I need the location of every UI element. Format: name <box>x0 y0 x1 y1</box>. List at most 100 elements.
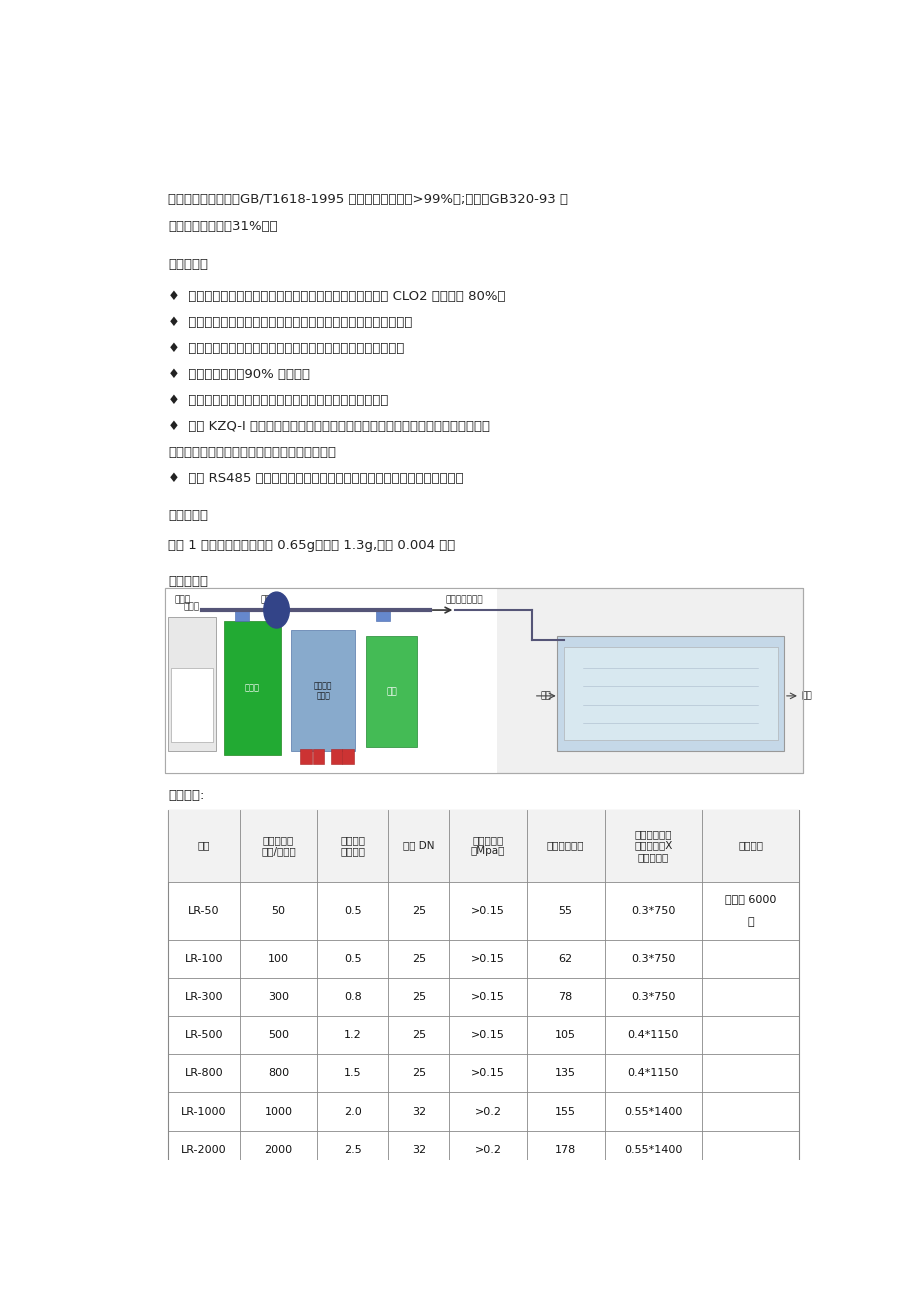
Text: 50: 50 <box>271 906 285 916</box>
Bar <box>165 588 802 774</box>
Text: LR-50: LR-50 <box>188 906 220 916</box>
Bar <box>168 618 216 751</box>
Text: 重量（公斤）: 重量（公斤） <box>546 840 584 851</box>
Text: 盐酸: 盐酸 <box>386 687 396 696</box>
Text: 62: 62 <box>558 954 573 964</box>
Bar <box>557 636 783 751</box>
Bar <box>342 749 354 764</box>
Text: 0.3*750: 0.3*750 <box>630 954 675 964</box>
Text: LR-100: LR-100 <box>185 954 223 964</box>
Text: >0.15: >0.15 <box>471 906 505 916</box>
Text: >0.15: >0.15 <box>471 1068 505 1079</box>
Text: 32: 32 <box>412 1144 425 1154</box>
Text: 25: 25 <box>412 1068 425 1079</box>
Text: 二氧化氯
发生器: 二氧化氯 发生器 <box>313 681 332 701</box>
Bar <box>168 809 799 882</box>
Text: ♦  设备内部的主机反应釜采用耐高温、耐腐蚀的进口复合材料。: ♦ 设备内部的主机反应釜采用耐高温、耐腐蚀的进口复合材料。 <box>168 341 404 354</box>
Text: 500: 500 <box>267 1031 289 1040</box>
Text: 0.55*1400: 0.55*1400 <box>623 1144 682 1154</box>
Text: 25: 25 <box>412 906 425 916</box>
Bar <box>563 648 777 740</box>
Text: >0.15: >0.15 <box>471 954 505 964</box>
Text: 有效氯产量
（克/小时）: 有效氯产量 （克/小时） <box>261 835 296 856</box>
Text: LR-2000: LR-2000 <box>181 1144 227 1154</box>
Text: 进水: 进水 <box>539 692 550 701</box>
Bar <box>312 749 324 764</box>
Text: 32: 32 <box>412 1106 425 1117</box>
Text: >0.2: >0.2 <box>474 1106 501 1117</box>
Bar <box>171 668 212 741</box>
Text: 0.4*1150: 0.4*1150 <box>627 1068 678 1079</box>
Text: 0.5: 0.5 <box>344 906 361 916</box>
Text: 25: 25 <box>412 954 425 964</box>
Text: 2.0: 2.0 <box>344 1106 361 1117</box>
Text: 1.2: 1.2 <box>344 1031 361 1040</box>
Text: 300: 300 <box>267 992 289 1002</box>
Bar <box>165 588 496 774</box>
Bar <box>165 588 802 774</box>
Text: 2000: 2000 <box>264 1144 292 1154</box>
Text: LR-1000: LR-1000 <box>181 1106 227 1117</box>
Text: 性能参数:: 性能参数: <box>168 790 205 803</box>
Text: 2.5: 2.5 <box>344 1144 361 1154</box>
Text: 性能特点：: 性能特点： <box>168 258 209 271</box>
Text: 工艺流程：: 工艺流程： <box>168 575 209 588</box>
Bar <box>291 631 355 751</box>
Bar <box>300 749 312 764</box>
Text: >0.2: >0.2 <box>474 1144 501 1154</box>
Text: 0.5: 0.5 <box>344 954 361 964</box>
Text: 化料器: 化料器 <box>184 602 199 611</box>
Text: ♦  采用 KZQ-I 型微电脑控制屏，可任意设定温度，适时显示测量温度，具备超温报: ♦ 采用 KZQ-I 型微电脑控制屏，可任意设定温度，适时显示测量温度，具备超温… <box>168 421 490 433</box>
Bar <box>376 610 390 622</box>
Text: 0.8: 0.8 <box>344 992 361 1002</box>
Text: >0.15: >0.15 <box>471 1031 505 1040</box>
Text: 原料消耗：: 原料消耗： <box>168 508 209 521</box>
Text: LR-300: LR-300 <box>185 992 223 1002</box>
Text: ♦  增加相应设备装置，与恒压供水等水处理工程实现联动。: ♦ 增加相应设备装置，与恒压供水等水处理工程实现联动。 <box>168 394 389 407</box>
Text: ♦  原料总转化率＞90% 能耗低。: ♦ 原料总转化率＞90% 能耗低。 <box>168 367 310 380</box>
Text: 800: 800 <box>267 1068 289 1079</box>
Text: 警、欠压、缺水、缺料、自动停机保护等功能。: 警、欠压、缺水、缺料、自动停机保护等功能。 <box>168 447 336 460</box>
Circle shape <box>264 592 289 628</box>
Text: 询价结果: 询价结果 <box>737 840 763 851</box>
Text: 使用原料：氯酸钓（GB/T1618-1995 工业一级品，含量>99%）;盐酸（GB320-93 工: 使用原料：氯酸钓（GB/T1618-1995 工业一级品，含量>99%）;盐酸（… <box>168 193 568 206</box>
Bar <box>223 622 280 754</box>
Bar <box>168 809 799 1169</box>
Text: 动力水压力
（Mpa）: 动力水压力 （Mpa） <box>471 835 505 856</box>
Text: 0.3*750: 0.3*750 <box>630 992 675 1002</box>
Text: 业一级品，浓度＞31%）。: 业一级品，浓度＞31%）。 <box>168 220 278 232</box>
Text: ♦  原料输送采用优质进口电磁隔膜计量泵，运行稳定，计量准确。: ♦ 原料输送采用优质进口电磁隔膜计量泵，运行稳定，计量准确。 <box>168 315 413 328</box>
Text: ♦  生产二氧化氯为主、氯气为辅的复合消毒剂，按有效氯计 CLO2 含量大于 80%。: ♦ 生产二氧化氯为主、氯气为辅的复合消毒剂，按有效氯计 CLO2 含量大于 80… <box>168 289 505 302</box>
Text: LR-800: LR-800 <box>185 1068 223 1079</box>
Text: 1.5: 1.5 <box>344 1068 361 1079</box>
Text: 动力水: 动力水 <box>175 595 190 605</box>
Text: 配电功率
（千瓦）: 配电功率 （千瓦） <box>340 835 365 856</box>
Text: 0.4*1150: 0.4*1150 <box>627 1031 678 1040</box>
Text: LR-500: LR-500 <box>185 1031 223 1040</box>
Text: 0.3*750: 0.3*750 <box>630 906 675 916</box>
Text: 55: 55 <box>558 906 572 916</box>
Text: >0.15: >0.15 <box>471 992 505 1002</box>
Text: 标准型 6000

元: 标准型 6000 元 <box>724 894 776 928</box>
Text: 氯酸钓: 氯酸钓 <box>244 684 259 692</box>
Text: 105: 105 <box>554 1031 575 1040</box>
Text: ♦  预留 RS485 接口，可实现余氯、流量，设备工作状态输出及远程控制。: ♦ 预留 RS485 接口，可实现余氯、流量，设备工作状态输出及远程控制。 <box>168 473 463 486</box>
Text: 型号: 型号 <box>198 840 210 851</box>
Text: 管径 DN: 管径 DN <box>403 840 434 851</box>
Bar <box>331 749 342 764</box>
Text: 135: 135 <box>554 1068 575 1079</box>
Text: 生产 1 克有效氯消耗氯酸钓 0.65g、盐酸 1.3g,折合 0.004 元。: 生产 1 克有效氯消耗氯酸钓 0.65g、盐酸 1.3g,折合 0.004 元。 <box>168 538 455 551</box>
Text: 1000: 1000 <box>264 1106 292 1117</box>
Text: 水射器: 水射器 <box>260 595 277 605</box>
Text: 178: 178 <box>554 1144 575 1154</box>
Text: 设备占地面积
（平方米）X
高（毫米）: 设备占地面积 （平方米）X 高（毫米） <box>633 829 672 863</box>
Text: 78: 78 <box>558 992 573 1002</box>
Text: 100: 100 <box>267 954 289 964</box>
Text: 0.55*1400: 0.55*1400 <box>623 1106 682 1117</box>
Text: 二氧化氯消毒液: 二氧化氯消毒液 <box>445 595 482 605</box>
Text: 155: 155 <box>554 1106 575 1117</box>
Text: 出水: 出水 <box>800 692 811 701</box>
Text: 25: 25 <box>412 992 425 1002</box>
Bar <box>235 610 249 622</box>
Text: 25: 25 <box>412 1031 425 1040</box>
